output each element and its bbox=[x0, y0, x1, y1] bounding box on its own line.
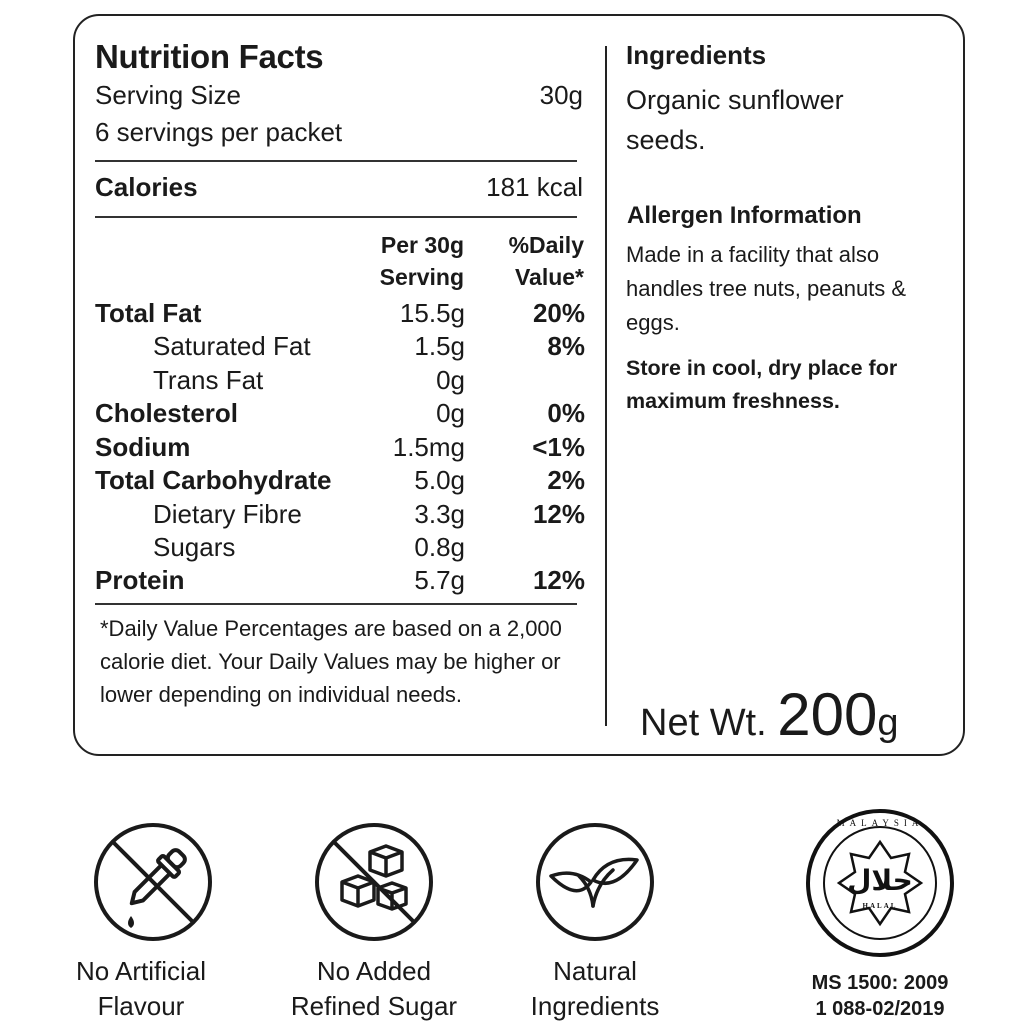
table-row: Protein 5.7g 12% bbox=[95, 565, 585, 599]
table-row: Cholesterol 0g 0% bbox=[95, 398, 585, 432]
column-header-daily-value: %Daily Value* bbox=[508, 232, 584, 290]
nutrient-name: Cholesterol bbox=[95, 398, 239, 428]
table-row: Sugars 0.8g bbox=[95, 532, 585, 566]
nutrient-name: Trans Fat bbox=[153, 365, 264, 395]
nutrient-amount: 0g bbox=[436, 398, 465, 428]
nutrient-amount: 5.0g bbox=[414, 465, 465, 495]
ingredients-heading: Ingredients bbox=[626, 40, 767, 70]
nutrient-name: Sugars bbox=[153, 532, 236, 562]
allergen-text: Made in a facility that also handles tre… bbox=[626, 242, 907, 335]
nutrient-amount: 1.5mg bbox=[392, 432, 465, 462]
nutrient-name: Sodium bbox=[95, 432, 191, 462]
net-weight-unit: g bbox=[877, 702, 899, 744]
table-row: Saturated Fat 1.5g 8% bbox=[95, 331, 585, 365]
panel-divider bbox=[605, 46, 607, 726]
badge-caption: No Artificial Flavour bbox=[75, 956, 207, 1021]
nutrient-name: Saturated Fat bbox=[153, 331, 311, 361]
nutrient-daily-value: 20% bbox=[532, 298, 585, 328]
nutrient-amount: 0.8g bbox=[414, 532, 465, 562]
serving-size-value: 30g bbox=[539, 80, 583, 110]
nutrient-amount: 0g bbox=[436, 365, 465, 395]
table-row: Total Carbohydrate 5.0g 2% bbox=[95, 465, 585, 499]
net-weight-label: Net Wt. bbox=[640, 702, 767, 744]
storage-instructions: Store in cool, dry place for maximum fre… bbox=[626, 356, 898, 413]
calories-label: Calories bbox=[95, 172, 198, 202]
halal-logo: MALAYSIA حلال HALAL bbox=[805, 808, 955, 958]
column-header-per-serving: Per 30g Serving bbox=[379, 232, 464, 290]
nutrient-amount: 15.5g bbox=[399, 298, 465, 328]
nutrient-name: Total Carbohydrate bbox=[95, 465, 332, 495]
nutrient-daily-value: 8% bbox=[547, 331, 585, 361]
allergen-heading: Allergen Information bbox=[627, 202, 862, 229]
daily-value-footnote: *Daily Value Percentages are based on a … bbox=[100, 616, 562, 707]
net-weight-number: 200 bbox=[777, 681, 878, 748]
svg-text:MALAYSIA: MALAYSIA bbox=[837, 818, 924, 828]
net-weight: Net Wt. 200g bbox=[640, 680, 899, 749]
nutrition-title: Nutrition Facts bbox=[95, 38, 324, 75]
table-row: Trans Fat 0g bbox=[95, 365, 585, 399]
serving-size-label: Serving Size bbox=[95, 80, 241, 110]
nutrient-daily-value: 12% bbox=[532, 565, 585, 595]
nutrient-name: Protein bbox=[95, 565, 185, 595]
table-row: Dietary Fibre 3.3g 12% bbox=[95, 499, 585, 533]
badge-caption: No Added Refined Sugar bbox=[290, 956, 458, 1021]
svg-text:حلال: حلال bbox=[847, 864, 913, 897]
nutrient-amount: 5.7g bbox=[414, 565, 465, 595]
badge-caption: Natural Ingredients bbox=[530, 956, 660, 1021]
nutrient-amount: 1.5g bbox=[414, 331, 465, 361]
nutrient-amount: 3.3g bbox=[414, 499, 465, 529]
halal-certification-code: MS 1500: 2009 1 088-02/2019 bbox=[811, 972, 949, 1020]
svg-text:HALAL: HALAL bbox=[863, 902, 898, 910]
ingredients-text: Organic sunflower seeds. bbox=[626, 85, 844, 155]
nutrient-name: Total Fat bbox=[95, 298, 202, 328]
nutrient-daily-value: 12% bbox=[532, 499, 585, 529]
table-row: Total Fat 15.5g 20% bbox=[95, 298, 585, 332]
nutrient-name: Dietary Fibre bbox=[153, 499, 302, 529]
divider-line bbox=[95, 160, 577, 162]
no-sugar-cubes-icon bbox=[312, 820, 436, 944]
divider-line bbox=[95, 603, 577, 605]
leaf-icon bbox=[533, 820, 657, 944]
nutrient-daily-value: 0% bbox=[547, 398, 585, 428]
servings-per-packet: 6 servings per packet bbox=[95, 117, 343, 147]
nutrition-label-panel bbox=[73, 14, 965, 756]
nutrient-daily-value: <1% bbox=[532, 432, 585, 462]
no-dropper-icon bbox=[91, 820, 215, 944]
divider-line bbox=[95, 216, 577, 218]
nutrient-daily-value: 2% bbox=[547, 465, 585, 495]
table-row: Sodium 1.5mg <1% bbox=[95, 432, 585, 466]
calories-value: 181 kcal bbox=[486, 172, 583, 202]
